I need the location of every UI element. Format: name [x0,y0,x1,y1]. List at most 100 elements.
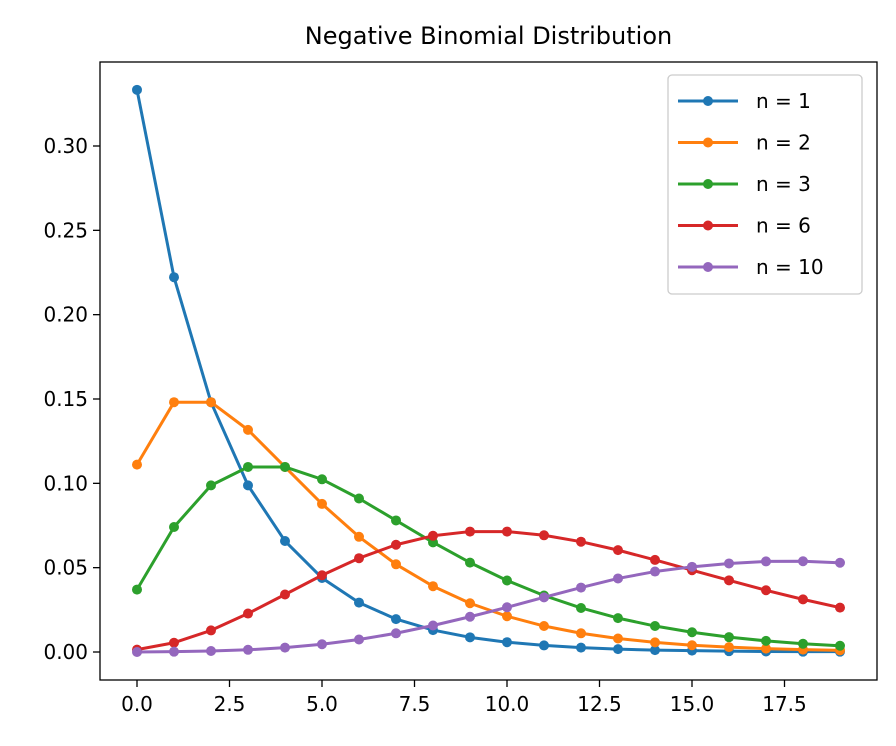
axes-frame [99,61,878,681]
y-tick-label: 0.05 [43,556,88,580]
data-point [502,637,512,648]
data-point [539,640,549,651]
data-point [576,582,586,593]
data-point [835,557,845,568]
data-point [613,545,623,556]
data-point [280,642,290,653]
data-point [835,602,845,613]
data-point [317,498,327,509]
y-tick-label: 0.20 [43,303,88,327]
x-tick-label: 0.0 [121,692,153,716]
data-point [391,614,401,625]
data-point [613,644,623,655]
data-point [391,539,401,550]
data-point [613,613,623,624]
legend-label: n = 6 [756,214,811,238]
chart-title: Negative Binomial Distribution [305,22,672,50]
legend-label: n = 3 [756,172,811,196]
data-point [539,530,549,541]
data-point [724,632,734,643]
series-4 [132,526,845,655]
x-tick-label: 15.0 [670,692,715,716]
data-point [169,522,179,533]
data-point [798,638,808,649]
series-line [135,530,842,652]
data-point [502,602,512,613]
series-line [134,465,842,648]
data-point [280,589,290,600]
data-point [650,645,660,656]
legend-swatch-marker [703,179,713,189]
data-point [206,480,216,491]
data-point [465,557,475,568]
data-point [576,602,586,613]
legend: n = 1 n = 2 n = 3 n = 6 n = 10 [667,74,863,295]
data-point [391,559,401,570]
y-axis: 0.00 0.05 0.10 0.15 0.20 0.25 0.30 [43,134,100,664]
data-point [206,625,216,636]
data-point [761,585,771,596]
data-point [539,621,549,632]
y-tick-label: 0.15 [43,387,88,411]
data-point [354,634,364,645]
legend-item: n = 6 [678,214,811,238]
data-point [539,592,549,603]
x-tick-label: 5.0 [306,692,338,716]
data-point [687,561,697,572]
legend-label: n = 2 [756,131,811,155]
legend-swatch-marker [703,96,713,106]
y-tick-label: 0.10 [43,471,88,495]
data-point [132,647,142,658]
legend-item: n = 2 [678,131,811,155]
data-point [206,397,216,408]
data-point [317,570,327,581]
y-tick-label: 0.30 [43,134,88,158]
data-point [317,639,327,650]
data-point [465,526,475,537]
data-point [724,575,734,586]
data-point [613,633,623,644]
series-group [132,84,845,658]
data-point [243,644,253,655]
data-point [169,646,179,657]
data-point [502,575,512,586]
data-point [761,556,771,567]
data-point [354,493,364,504]
data-point [502,526,512,537]
data-point [687,627,697,638]
data-point [354,597,364,608]
x-tick-label: 10.0 [485,692,530,716]
legend-item: n = 1 [678,89,811,113]
legend-label: n = 10 [756,255,824,279]
data-point [650,554,660,565]
data-point [613,573,623,584]
data-point [650,621,660,632]
legend-swatch-marker [703,220,713,231]
data-point [391,515,401,526]
series-3 [132,461,845,651]
legend-box [667,74,863,295]
data-point [243,608,253,619]
data-point [724,642,734,653]
data-point [724,558,734,569]
x-tick-label: 17.5 [762,692,807,716]
data-point [835,640,845,651]
data-point [428,581,438,592]
legend-label: n = 1 [756,89,811,113]
data-point [280,461,290,472]
legend-swatch-marker [703,262,713,272]
legend-item: n = 3 [678,172,811,196]
data-point [761,635,771,646]
legend-item: n = 10 [678,255,824,279]
x-axis: 0.0 2.5 5.0 7.5 10.0 12.5 15.0 17.5 [121,680,807,716]
data-point [576,536,586,547]
data-point [798,594,808,605]
data-point [465,611,475,622]
data-point [243,424,253,435]
data-point [428,620,438,631]
data-point [206,645,216,656]
data-point [169,637,179,648]
data-point [132,584,142,595]
data-point [576,628,586,639]
